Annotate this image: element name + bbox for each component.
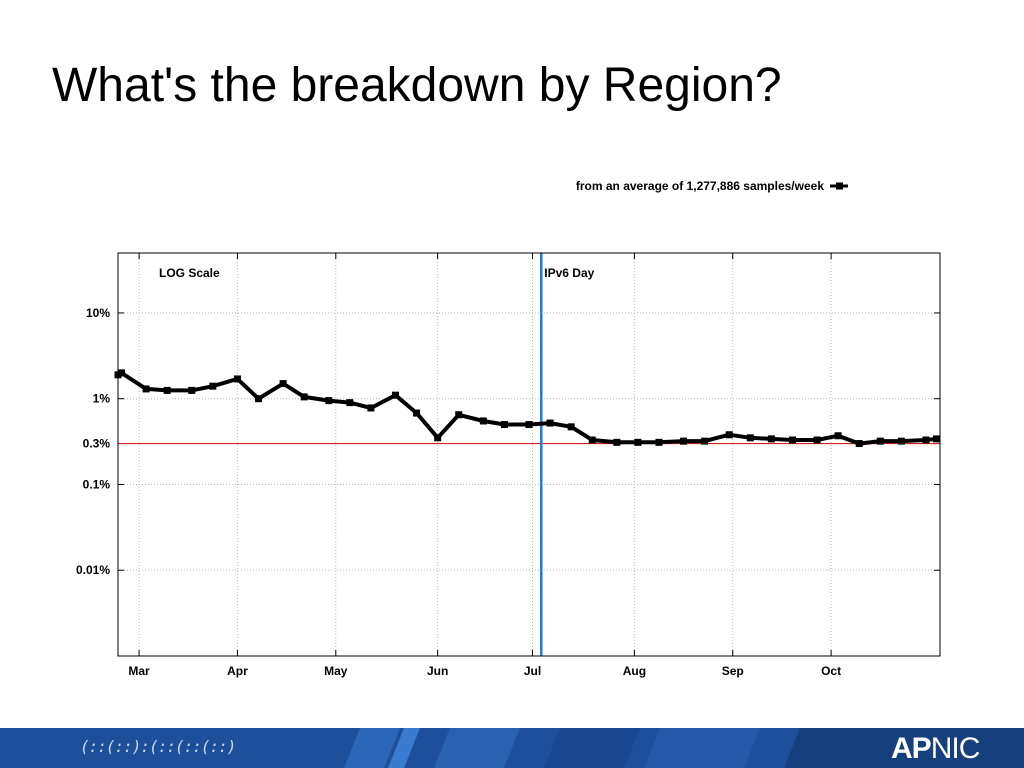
- data-point: [255, 395, 263, 403]
- log-scale-label: LOG Scale: [159, 266, 220, 280]
- y-tick-label: 0.1%: [83, 477, 111, 491]
- y-tick-label: 1%: [93, 392, 111, 406]
- data-point: [613, 438, 621, 446]
- apnic-logo: APNIC: [891, 732, 981, 766]
- y-tick-label: 0.01%: [76, 563, 110, 577]
- legend-label: from an average of 1,277,886 samples/wee…: [576, 179, 824, 193]
- footer-stripes: [344, 728, 1024, 768]
- data-point: [680, 437, 688, 445]
- data-point: [455, 411, 463, 419]
- data-point: [922, 436, 930, 444]
- footer-bar: (::(::):(::(::(::) APNIC: [0, 728, 1024, 768]
- y-tick-label: 0.3%: [83, 437, 111, 451]
- y-tick-label: 10%: [86, 306, 110, 320]
- x-tick-label: Jul: [524, 664, 541, 678]
- data-point: [701, 437, 709, 445]
- apnic-logo-bold: AP: [891, 732, 932, 765]
- data-point: [725, 431, 733, 439]
- data-point: [209, 382, 217, 390]
- data-point: [655, 438, 663, 446]
- apnic-logo-regular: NIC: [930, 732, 981, 765]
- x-tick-label: Aug: [623, 664, 646, 678]
- ipv6-day-label: IPv6 Day: [544, 266, 594, 280]
- data-point: [163, 386, 171, 394]
- x-tick-label: Jun: [427, 664, 448, 678]
- page-title: What's the breakdown by Region?: [52, 59, 782, 112]
- data-point: [813, 436, 821, 444]
- data-point: [500, 421, 508, 429]
- x-tick-label: May: [324, 664, 348, 678]
- data-point: [367, 404, 375, 412]
- data-point: [525, 421, 533, 429]
- data-point: [392, 391, 400, 399]
- data-point: [479, 417, 487, 425]
- plot-area: [118, 253, 940, 656]
- data-point: [767, 435, 775, 443]
- data-point: [434, 434, 442, 442]
- data-point: [932, 435, 940, 443]
- data-point: [876, 437, 884, 445]
- data-point: [233, 375, 241, 383]
- x-tick-label: Sep: [722, 664, 744, 678]
- data-point: [588, 436, 596, 444]
- data-point: [325, 397, 333, 405]
- x-tick-label: Apr: [227, 664, 248, 678]
- data-point: [300, 393, 308, 401]
- plot-frame: [117, 252, 941, 657]
- data-point: [855, 440, 863, 448]
- data-point: [346, 399, 354, 407]
- data-point: [788, 436, 796, 444]
- data-point: [897, 437, 905, 445]
- legend-swatch-marker: [836, 182, 843, 190]
- data-point: [546, 419, 554, 427]
- data-point: [279, 380, 287, 388]
- x-tick-label: Oct: [821, 664, 841, 678]
- data-point: [188, 386, 196, 394]
- footer-logo-left: (::(::):(::(::(::): [80, 737, 236, 756]
- data-point: [413, 409, 421, 417]
- data-point: [567, 423, 575, 431]
- data-point: [142, 385, 150, 393]
- line-chart: Mar Apr May Jun Jul Aug Sep Oct 10% 1% 0.3% 0.1% 0.0…: [76, 179, 941, 678]
- x-tick-label: Mar: [128, 664, 150, 678]
- data-point: [634, 438, 642, 446]
- data-point: [834, 432, 842, 440]
- data-point: [746, 434, 754, 442]
- data-point: [118, 369, 126, 377]
